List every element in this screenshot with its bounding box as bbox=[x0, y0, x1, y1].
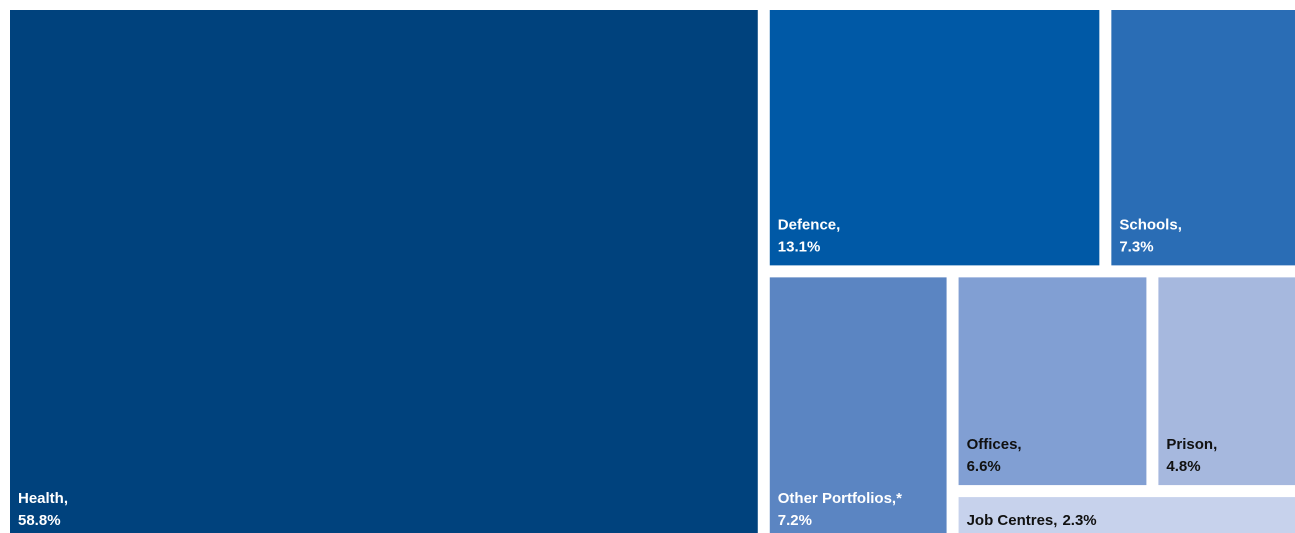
cell-label: Schools, bbox=[1119, 216, 1182, 233]
value-label: 13.1% bbox=[778, 238, 821, 255]
value-label: 6.6% bbox=[967, 458, 1001, 475]
value-label: 7.3% bbox=[1119, 238, 1153, 255]
cell-label: Health, bbox=[18, 490, 68, 507]
treemap-cell bbox=[1111, 10, 1295, 266]
value-label: 7.2% bbox=[778, 512, 812, 529]
treemap-cell bbox=[958, 277, 1147, 486]
cell-label: Defence, bbox=[778, 216, 841, 233]
cell-label: Offices, bbox=[967, 436, 1022, 453]
treemap-cell bbox=[958, 497, 1295, 533]
cell-label: Other Portfolios,* bbox=[778, 490, 902, 507]
value-label: 2.3% bbox=[1062, 512, 1096, 529]
treemap-cell bbox=[10, 10, 758, 533]
cell-label: Job Centres, bbox=[967, 512, 1058, 529]
treemap-cell bbox=[769, 10, 1100, 266]
treemap-cell bbox=[769, 277, 947, 533]
value-label: 58.8% bbox=[18, 512, 61, 529]
value-label: 4.8% bbox=[1166, 458, 1200, 475]
treemap-cell bbox=[1158, 277, 1295, 486]
cell-label: Prison, bbox=[1166, 436, 1217, 453]
